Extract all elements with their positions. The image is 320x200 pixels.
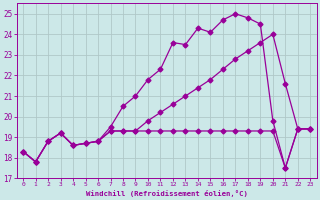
X-axis label: Windchill (Refroidissement éolien,°C): Windchill (Refroidissement éolien,°C) <box>86 190 248 197</box>
